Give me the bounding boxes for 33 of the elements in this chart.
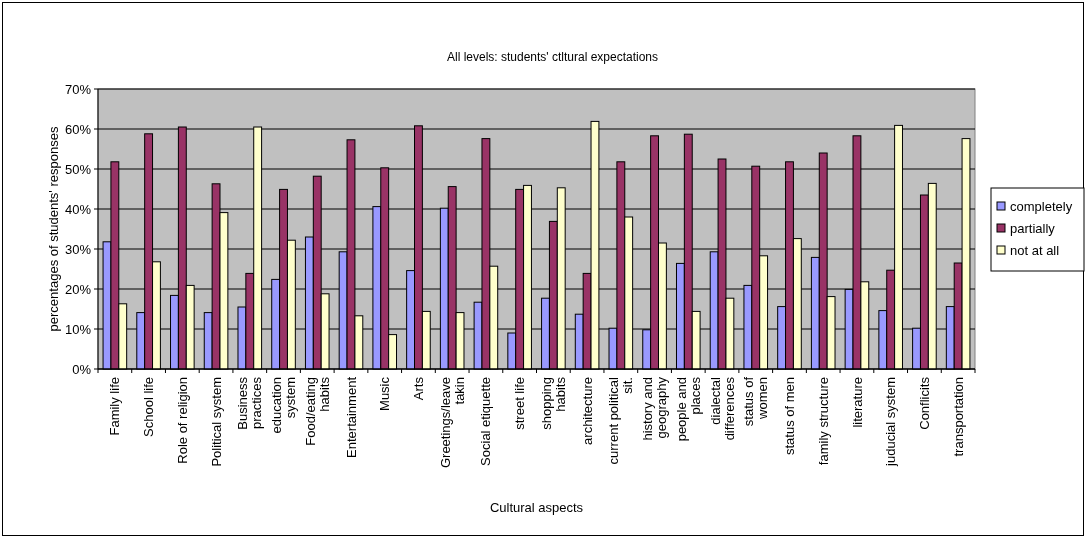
y-tick-label: 50%: [64, 161, 92, 177]
x-tick-label: literature: [849, 377, 865, 428]
y-tick-label: 20%: [64, 281, 92, 297]
y-tick-label: 0%: [72, 361, 92, 377]
x-tick-label: Music: [377, 376, 393, 411]
x-tick-label: juducial system: [883, 377, 899, 467]
x-tick-label: family structure: [815, 377, 831, 466]
legend-label: completely: [1010, 198, 1073, 214]
x-tick-label: street life: [512, 377, 528, 430]
x-tick-label: Arts: [410, 376, 426, 401]
x-tick-label: Political system: [208, 377, 224, 467]
y-tick-label: 70%: [64, 81, 92, 97]
chart-title: All levels: students' ctltural expectations: [446, 50, 659, 64]
legend-label: not at all: [1010, 242, 1060, 258]
y-tick-label: 10%: [64, 321, 92, 337]
x-tick-label: architecture: [579, 377, 595, 445]
x-tick-label: Conflicits: [916, 376, 932, 430]
x-tick-label: Role of religion: [174, 377, 190, 464]
x-axis-title: Cultural aspects: [489, 500, 584, 515]
y-tick-label: 30%: [64, 241, 92, 257]
x-tick-label: status of men: [782, 377, 798, 456]
x-tick-label: Business practices: [235, 376, 265, 430]
x-tick-label: transportation: [950, 377, 966, 457]
x-tick-label: Social etiquette: [478, 377, 494, 466]
x-tick-label: Greetings/leave takin: [437, 377, 467, 469]
y-tick-label: 40%: [64, 201, 92, 217]
x-tick-label: Entertainment: [343, 376, 359, 458]
x-tick-label: School life: [141, 377, 157, 437]
y-axis-title: percentages of students' responses: [46, 126, 61, 332]
legend-label: partially: [1010, 220, 1056, 236]
x-tick-label: Family life: [107, 377, 123, 436]
y-tick-label: 60%: [64, 121, 92, 137]
x-tick-label: current political sit.: [606, 376, 636, 465]
